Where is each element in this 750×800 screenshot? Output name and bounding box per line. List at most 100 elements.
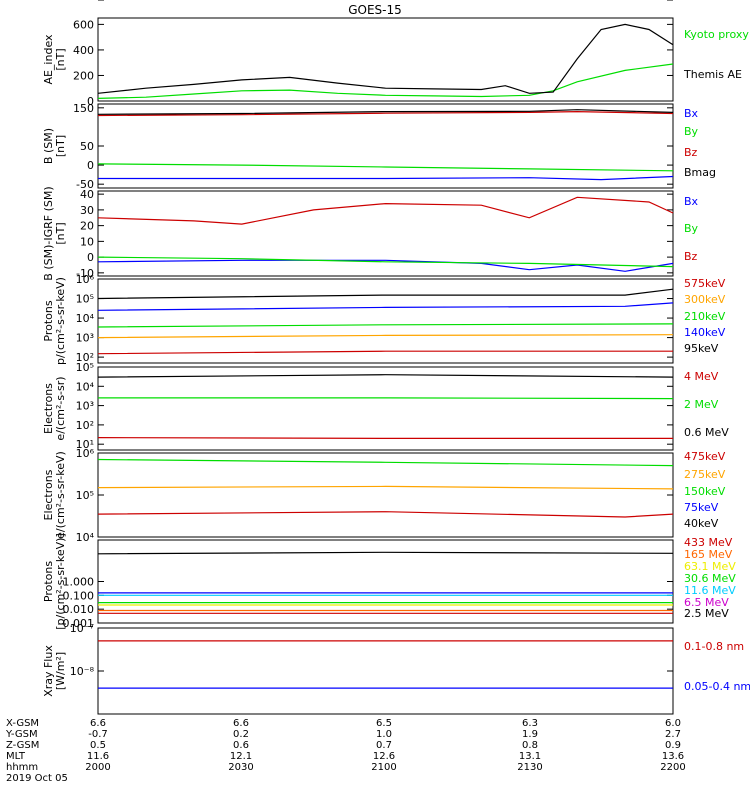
y-axis-label: Electrons (42, 469, 55, 520)
y-tick-label: 600 (73, 18, 94, 31)
y-axis-label: [p/(cm²-s-sr-keV)] (54, 533, 67, 630)
y-tick-label: 10⁻⁸ (70, 665, 95, 678)
series-line-bx (97, 259, 674, 272)
y-tick-label: 0 (87, 251, 94, 264)
series-line-433-mev (97, 551, 674, 555)
y-axis-label: AE_index (42, 34, 55, 85)
y-tick-label: 10⁴ (76, 312, 95, 325)
ephemeris-value: 1.0 (376, 729, 392, 740)
panel-frame (97, 366, 674, 451)
panel-frame (97, 190, 674, 277)
y-tick-label: 10⁵ (76, 489, 94, 502)
legend-entry: 2.5 MeV (684, 607, 729, 620)
y-tick-label: 10.000 (56, 0, 95, 3)
ephemeris-value: 0.5 (90, 740, 106, 751)
legend-entry: 30.6 MeV (684, 572, 736, 585)
y-tick-label: 10² (76, 419, 94, 432)
y-tick-label: 0.100 (63, 589, 95, 602)
ephemeris-value: 0.7 (376, 740, 392, 751)
series-line-475kev (97, 458, 674, 467)
legend-entry: 40keV (684, 517, 719, 530)
y-tick-label: -50 (76, 178, 94, 191)
y-tick-label: 10⁴ (76, 531, 95, 544)
y-tick-label: 10⁻⁷ (70, 622, 94, 635)
series-line-95kev (97, 350, 673, 355)
panel-5: 10⁶ 10⁵ 10⁴ Electrons e/(cm²-s-sr-keV) 475keV… (42, 447, 726, 544)
y-tick-label: 0 (87, 159, 94, 172)
ephemeris-label: Y-GSM (5, 729, 38, 740)
ephemeris-value: 6.6 (90, 718, 106, 729)
legend-entry: 4 MeV (684, 370, 719, 383)
ephemeris-value: 13.1 (519, 751, 541, 762)
panel-frame (97, 452, 674, 538)
legend-entry: 210keV (684, 310, 726, 323)
y-tick-label: 10⁴ (76, 380, 95, 393)
panel-frame (97, 278, 674, 364)
y-axis-label: Electrons (42, 383, 55, 434)
ephemeris-value: 6.6 (233, 718, 249, 729)
y-tick-label: 10⁵ (76, 293, 94, 306)
ephemeris-value: 2100 (371, 762, 396, 773)
y-axis-label: Xray Flux (42, 645, 55, 697)
y-tick-label: 10⁶ (76, 447, 95, 460)
y-tick-label: 0.001 (63, 617, 95, 630)
legend-entry: 0.1-0.8 nm (684, 640, 744, 653)
series-line-140kev (97, 334, 674, 339)
panel-3: 10⁶ 10⁵ 10⁴ 10³ 10² Protons p/(cm²-s-sr-keV) 57… (42, 273, 726, 365)
series-line-by (97, 256, 674, 268)
legend-entry: Bz (684, 250, 698, 263)
y-tick-label: 0 (87, 95, 94, 108)
y-tick-label: 10⁵ (76, 361, 94, 374)
ephemeris-value: 6.0 (665, 718, 681, 729)
y-tick-label: 30 (80, 204, 94, 217)
series-line-bz (97, 110, 674, 117)
series-line-575kev (97, 288, 674, 300)
legend-entry: 63.1 MeV (684, 560, 736, 573)
legend-entry: Themis AE (683, 68, 742, 81)
series-line-2-mev (98, 397, 674, 400)
y-tick-label: 10⁶ (76, 273, 95, 286)
ephemeris-value: 12.1 (230, 751, 252, 762)
ephemeris-label: Z-GSM (6, 740, 39, 751)
y-axis-label: [nT] (54, 48, 67, 70)
y-tick-label: 100.000 (49, 0, 95, 3)
y-axis-label: Protons (42, 561, 55, 602)
y-axis-label: [nT] (54, 135, 67, 157)
legend-entry: 6.5 MeV (684, 596, 729, 609)
panel-frame (97, 17, 674, 102)
series-line-bx (98, 175, 674, 181)
y-axis-label: e/(cm²-s-sr-keV) (54, 451, 67, 539)
panel-4: 10⁵ 10⁴ 10³ 10² 10¹ Electrons e/(cm²-s-sr) 4 Me… (42, 361, 729, 451)
ephemeris-value: 0.8 (522, 740, 538, 751)
ephemeris-value: 6.3 (522, 718, 538, 729)
y-axis-label: B (SM)-IGRF (SM) (42, 186, 55, 280)
legend-entry: By (684, 125, 699, 138)
y-tick-label: 10¹ (76, 438, 94, 451)
y-axis-label: [nT] (54, 222, 67, 244)
ephemeris-value: 2000 (85, 762, 110, 773)
ephemeris-value: 2200 (660, 762, 685, 773)
y-tick-label: 50 (80, 140, 94, 153)
legend-entry: Bx (684, 107, 699, 120)
ephemeris-value: 2.7 (665, 729, 681, 740)
legend-entry: 11.6 MeV (684, 584, 736, 597)
series-line-by (97, 163, 674, 172)
ephemeris-value: 6.5 (376, 718, 392, 729)
legend-entry: 150keV (684, 485, 726, 498)
series-line-bz (97, 196, 674, 225)
legend-entry: Bx (684, 195, 699, 208)
y-axis-label: e/(cm²-s-sr) (54, 376, 67, 440)
ephemeris-value: 0.9 (665, 740, 681, 751)
series-line-210kev (97, 323, 674, 328)
legend-entry: By (684, 222, 699, 235)
series-line-275kev (97, 485, 674, 490)
y-tick-label: 200 (73, 69, 94, 82)
legend-entry: 140keV (684, 326, 726, 339)
ephemeris-value: 13.6 (662, 751, 684, 762)
ephemeris-value: -0.7 (88, 729, 108, 740)
panel-7: 10⁻⁷ 10⁻⁸ Xray Flux [W/m²] 0.1-0.8 nm 0.05-0.… (42, 622, 750, 715)
legend-entry: Bz (684, 146, 698, 159)
legend-entry: 433 MeV (684, 536, 733, 549)
y-tick-label: 40 (80, 188, 94, 201)
